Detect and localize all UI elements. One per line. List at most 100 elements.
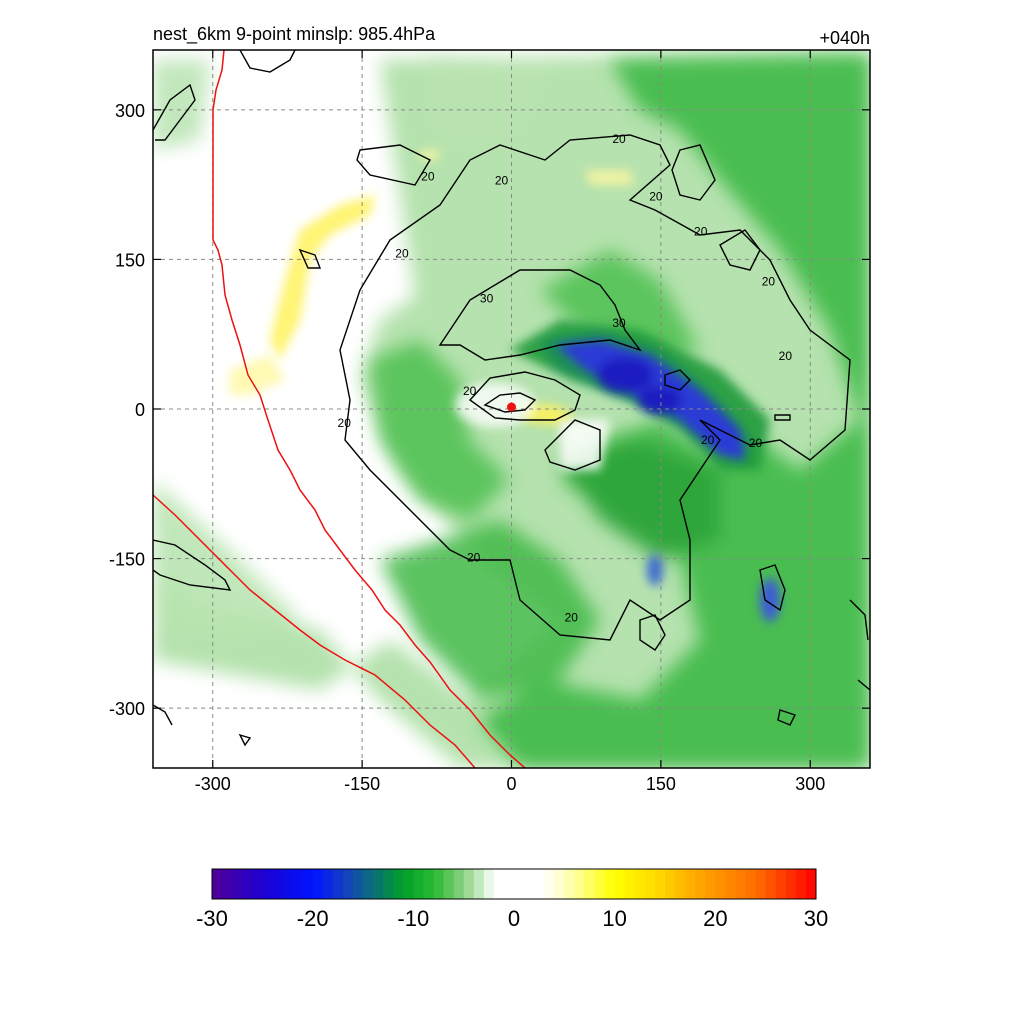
colorbar-cell bbox=[514, 869, 525, 899]
colorbar-cell bbox=[765, 869, 777, 899]
colorbar-cell bbox=[363, 869, 374, 899]
colorbar-cell bbox=[332, 869, 344, 899]
boundary-lines bbox=[153, 50, 526, 768]
boundary-line-upper bbox=[212, 50, 526, 768]
colorbar-tick-label: 10 bbox=[602, 906, 626, 931]
colorbar-cell bbox=[614, 869, 626, 899]
colorbar-cell bbox=[483, 869, 495, 899]
colorbar-cell bbox=[503, 869, 515, 899]
colorbar-cell bbox=[473, 869, 485, 899]
colorbar-cell bbox=[594, 869, 606, 899]
colorbar-tick-label: -30 bbox=[196, 906, 228, 931]
colorbar-cell bbox=[755, 869, 767, 899]
forecast-hour: +040h bbox=[819, 28, 870, 48]
colorbar-cell bbox=[544, 869, 555, 899]
colorbar-cell bbox=[584, 869, 596, 899]
y-tick-label: 300 bbox=[115, 101, 145, 121]
colorbar-cell bbox=[292, 869, 304, 899]
colorbar-cell bbox=[463, 869, 475, 899]
colorbar-cell bbox=[634, 869, 646, 899]
colorbar-cell bbox=[453, 869, 465, 899]
colorbar-cell bbox=[785, 869, 797, 899]
y-tick-label: 0 bbox=[135, 400, 145, 420]
contour-label: 20 bbox=[694, 224, 708, 238]
colorbar-cell bbox=[574, 869, 585, 899]
colorbar-cell bbox=[493, 869, 505, 899]
contour-label: 20 bbox=[495, 174, 509, 188]
colorbar-cell bbox=[775, 869, 787, 899]
colorbar: -30 -20 -10 0 10 20 30 bbox=[196, 868, 828, 931]
contour-label: 20 bbox=[421, 170, 435, 184]
colorbar-cell bbox=[282, 869, 294, 899]
colorbar-cell bbox=[715, 869, 726, 899]
plot-area: 20 20 20 20 20 20 20 20 30 30 20 20 20 20 20 20 bbox=[153, 50, 870, 768]
colorbar-cell bbox=[805, 869, 817, 899]
colorbar-cell bbox=[675, 869, 686, 899]
colorbar-cell bbox=[232, 869, 243, 899]
colorbar-cell bbox=[735, 869, 747, 899]
colorbar-cell bbox=[312, 869, 324, 899]
colorbar-cell bbox=[262, 869, 273, 899]
colorbar-cell bbox=[705, 869, 716, 899]
colorbar-cell bbox=[695, 869, 706, 899]
colorbar-cell bbox=[443, 869, 455, 899]
colorbar-cell bbox=[654, 869, 666, 899]
contour-label: 20 bbox=[463, 384, 477, 398]
x-axis: -300 -150 0 150 300 bbox=[195, 50, 825, 794]
colorbar-cell bbox=[222, 869, 233, 899]
contour-label: 20 bbox=[749, 436, 763, 450]
colorbar-cell bbox=[665, 869, 676, 899]
colorbar-cell bbox=[433, 869, 445, 899]
colorbar-cell bbox=[212, 869, 223, 899]
colorbar-cell bbox=[413, 869, 424, 899]
contour-label: 20 bbox=[565, 610, 579, 624]
colorbar-cell bbox=[534, 869, 545, 899]
colorbar-cell bbox=[242, 869, 253, 899]
contour-label: 20 bbox=[762, 274, 776, 288]
colorbar-cell bbox=[795, 869, 807, 899]
contour-label: 20 bbox=[779, 349, 793, 363]
colorbar-cell bbox=[252, 869, 263, 899]
colorbar-cell bbox=[624, 869, 636, 899]
y-tick-label: -150 bbox=[109, 550, 145, 570]
x-tick-label: -300 bbox=[195, 774, 231, 794]
colorbar-cell bbox=[725, 869, 736, 899]
x-tick-label: 300 bbox=[795, 774, 825, 794]
contour-label: 20 bbox=[701, 433, 715, 447]
contour-labels: 20 20 20 20 20 20 20 20 30 30 20 20 20 20 20 20 bbox=[338, 132, 793, 625]
colorbar-cell bbox=[302, 869, 314, 899]
contour-label: 30 bbox=[480, 291, 494, 305]
colorbar-cell bbox=[685, 869, 696, 899]
colorbar-cell bbox=[403, 869, 414, 899]
contour-label: 20 bbox=[338, 416, 352, 430]
colorbar-cell bbox=[272, 869, 283, 899]
y-axis: -300 -150 0 150 300 bbox=[109, 101, 870, 719]
colorbar-cell bbox=[745, 869, 757, 899]
x-tick-label: 0 bbox=[506, 774, 516, 794]
colorbar-cell bbox=[352, 869, 364, 899]
colorbar-cell bbox=[393, 869, 404, 899]
plot-title: nest_6km 9-point minslp: 985.4hPa bbox=[153, 24, 436, 45]
colorbar-cell bbox=[524, 869, 535, 899]
x-tick-label: 150 bbox=[646, 774, 676, 794]
colorbar-cell bbox=[554, 869, 565, 899]
colorbar-cell bbox=[373, 869, 384, 899]
contour-label: 20 bbox=[649, 190, 663, 204]
colorbar-tick-label: 0 bbox=[508, 906, 520, 931]
colorbar-cell bbox=[604, 869, 616, 899]
colorbar-cell bbox=[423, 869, 434, 899]
colorbar-cell bbox=[322, 869, 334, 899]
colorbar-cell bbox=[383, 869, 394, 899]
colorbar-tick-label: -20 bbox=[297, 906, 329, 931]
colorbar-frame bbox=[211, 868, 817, 900]
contour-label: 20 bbox=[612, 132, 626, 146]
y-tick-label: -300 bbox=[109, 699, 145, 719]
colorbar-cell bbox=[564, 869, 575, 899]
boundary-line-lower bbox=[153, 494, 476, 768]
contours bbox=[153, 50, 870, 747]
colorbar-tick-label: 30 bbox=[804, 906, 828, 931]
contour-label: 20 bbox=[395, 246, 409, 260]
x-tick-label: -150 bbox=[344, 774, 380, 794]
colorbar-tick-label: 20 bbox=[703, 906, 727, 931]
